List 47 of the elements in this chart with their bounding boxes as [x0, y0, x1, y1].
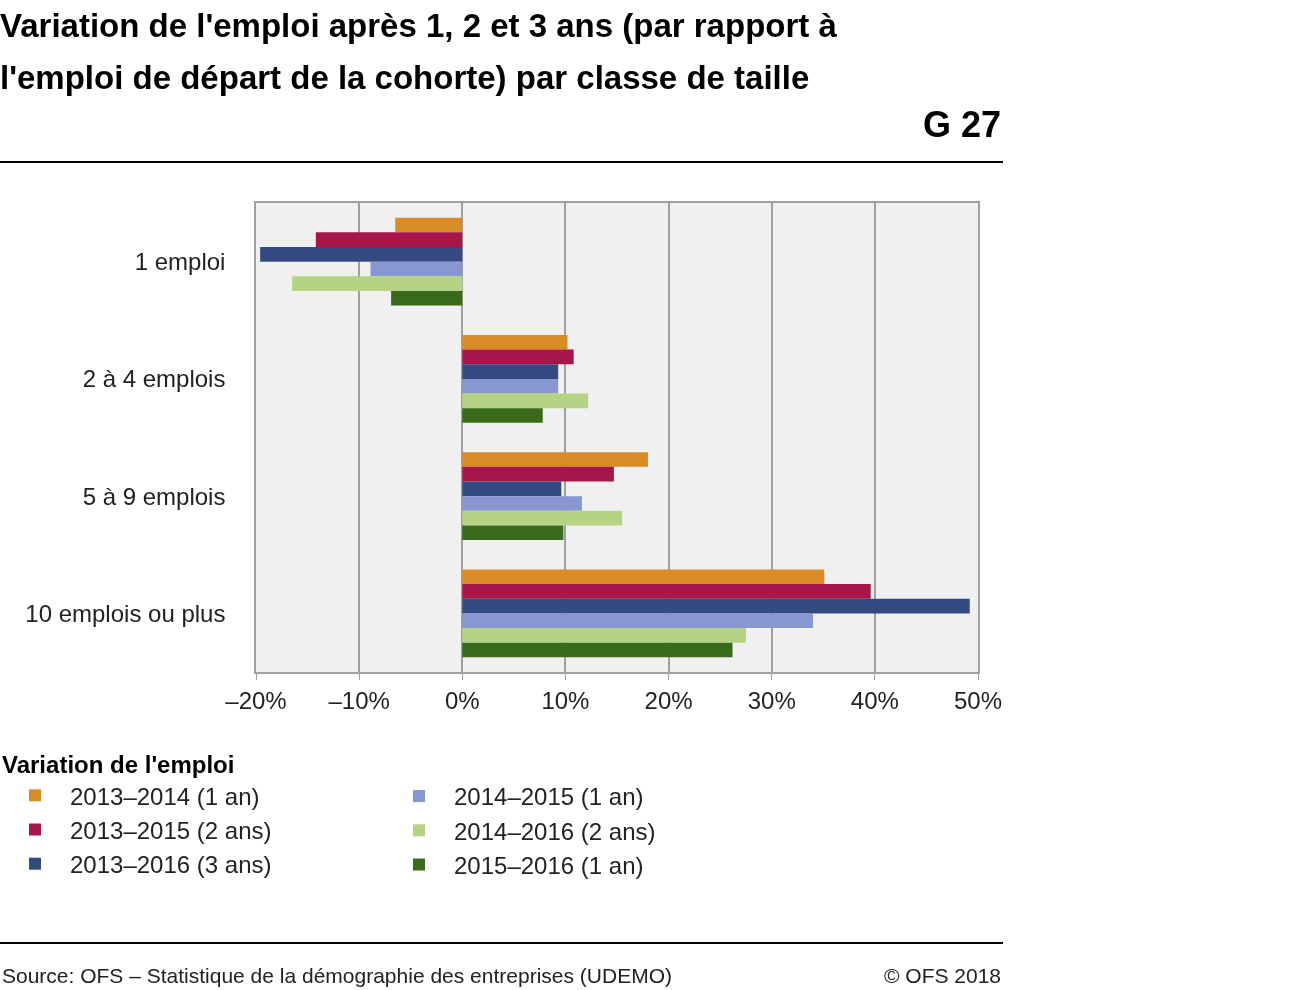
bar: [315, 232, 463, 247]
legend-label: 2015–2016 (1 an): [454, 851, 644, 879]
legend-label: 2013–2015 (2 ans): [70, 816, 272, 844]
bar: [462, 466, 614, 482]
bar: [462, 525, 564, 541]
x-tick-label: 20%: [644, 686, 693, 714]
legend-title: Variation de l'emploi: [2, 751, 235, 779]
y-tick-label: 2 à 4 emplois: [82, 365, 226, 393]
bar: [395, 217, 463, 233]
x-tick-label: 0%: [444, 686, 480, 714]
legend-label: 2014–2016 (2 ans): [454, 817, 656, 845]
x-tick-label: –10%: [328, 686, 390, 714]
bar: [370, 261, 463, 277]
legend-label: 2014–2015 (1 an): [454, 783, 644, 811]
bar: [462, 569, 825, 585]
bar: [391, 290, 463, 306]
bar: [462, 334, 568, 350]
x-tick-label: –20%: [225, 686, 287, 714]
y-tick-label: 10 emplois ou plus: [25, 599, 226, 627]
y-tick-label: 1 emploi: [134, 248, 226, 276]
x-tick-label: 40%: [850, 686, 899, 714]
bar: [260, 246, 463, 262]
bar: [462, 349, 574, 365]
bar: [462, 642, 733, 658]
bar: [292, 276, 463, 291]
text: © OFS 2018: [884, 964, 1002, 987]
source-note: Source: OFS – Statistique de la démographie des entreprises (UDEMO): [2, 964, 672, 987]
x-tick-label: 10%: [541, 686, 590, 714]
y-tick-label: 5 à 9 emplois: [82, 482, 226, 510]
x-tick-label: 50%: [953, 686, 1003, 714]
legend-label: 2013–2014 (1 an): [70, 782, 260, 810]
bar: [462, 378, 559, 394]
bar: [462, 452, 648, 467]
bar: [462, 613, 813, 629]
bar: [462, 510, 623, 526]
bar: [462, 628, 746, 643]
bar: [462, 393, 589, 409]
x-tick-label: 30%: [747, 686, 796, 714]
bar: [462, 598, 970, 614]
bar: [462, 481, 562, 497]
bar: [462, 496, 582, 511]
bar: [462, 584, 871, 599]
chart-title: Variation de l'emploi après 1, 2 et 3 ans (par rapport à l'emploi de départ de la cohorte) par classe de taille: [0, 6, 838, 98]
text: G 27: [923, 104, 1002, 145]
legend-label: 2013–2016 (3 ans): [70, 851, 272, 879]
bar: [462, 408, 543, 423]
bar: [462, 364, 559, 379]
